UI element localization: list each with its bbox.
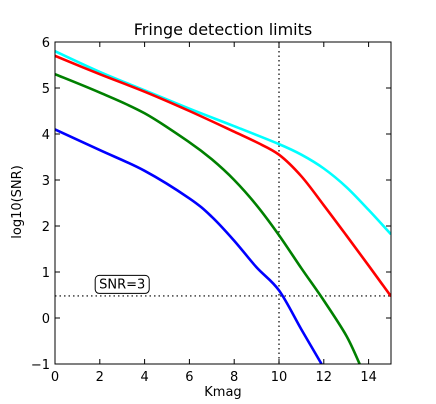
x-tick-label: 0	[51, 370, 59, 385]
y-tick-label: 2	[42, 220, 50, 235]
x-tick-label: 14	[360, 370, 377, 385]
y-tick-label: 1	[42, 266, 50, 281]
plot-frame	[54, 41, 392, 365]
y-tick-label: 6	[42, 36, 50, 51]
chart-title: Fringe detection limits	[134, 20, 312, 39]
x-axis-label: Kmag	[204, 385, 241, 400]
x-tick-label: 2	[96, 370, 104, 385]
annotations: SNR=3	[94, 274, 150, 294]
series-line-3	[55, 72, 361, 364]
x-tick-label: 6	[185, 370, 193, 385]
x-tick-label: 10	[271, 370, 288, 385]
y-axis-label: log10(SNR)	[10, 165, 25, 239]
y-tick-label: −1	[31, 358, 50, 373]
x-tick-label: 12	[316, 370, 333, 385]
plot-area	[55, 42, 391, 364]
series-line-4	[55, 128, 323, 364]
y-tick-label: 3	[42, 174, 50, 189]
y-tick-label: 4	[42, 128, 50, 143]
annotation-box	[94, 274, 150, 294]
series-line-2	[55, 54, 391, 298]
series-line-1	[55, 50, 391, 236]
x-tick-label: 4	[140, 370, 148, 385]
annotation-label: SNR=3	[99, 277, 145, 292]
x-tick-label: 8	[230, 370, 238, 385]
y-tick-label: 5	[42, 82, 50, 97]
y-tick-label: 0	[42, 312, 50, 327]
